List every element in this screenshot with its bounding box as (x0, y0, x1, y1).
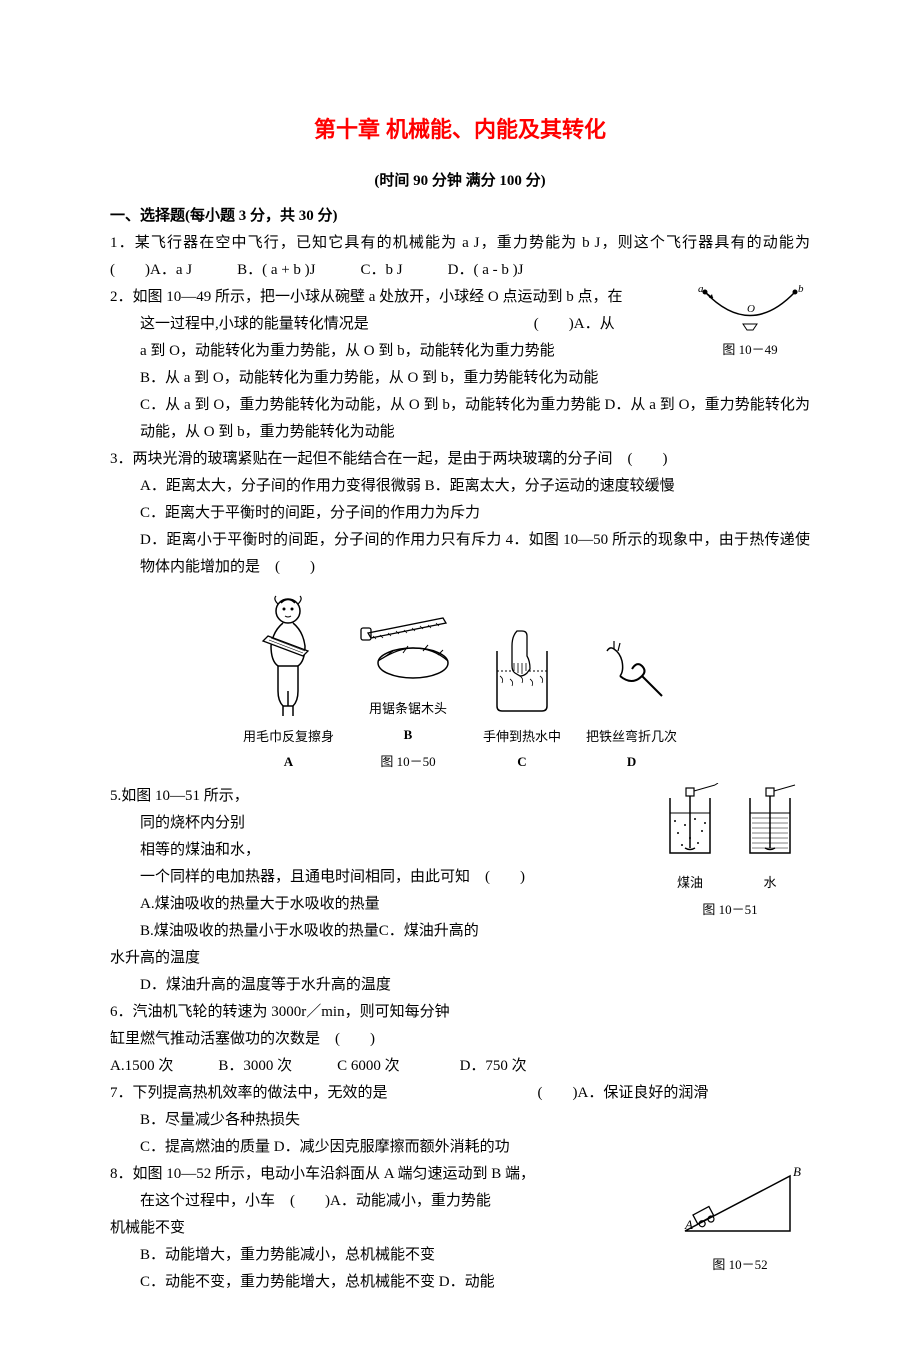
svg-text:a: a (698, 284, 704, 295)
exam-info: (时间 90 分钟 满分 100 分) (110, 168, 810, 195)
q6-line1: 6．汽油机飞轮的转速为 3000r／min，则可知每分钟 (110, 999, 810, 1026)
beaker-oil-label: 煤油 (660, 871, 720, 894)
q6-opts: A.1500 次 B．3000 次 C 6000 次 D．750 次 (110, 1053, 810, 1080)
q7-optCD: C．提高燃油的质量 D．减少因克服摩擦而额外消耗的功 (110, 1134, 810, 1161)
svg-text:B: B (793, 1164, 801, 1179)
fig50-b: 用锯条锯木头 B 图 10－50 (358, 593, 458, 773)
question-8-container: B A 图 10－52 8．如图 10—52 所示，电动小车沿斜面从 A 端匀速… (110, 1161, 810, 1296)
beaker-oil: 煤油 (660, 783, 720, 894)
figure-10-51: 煤油 水 图 10－51 (650, 783, 810, 921)
fig50-d-label: D (586, 750, 677, 773)
fig50-b-label: B (358, 723, 458, 746)
question-1: 1．某飞行器在空中飞行，已知它具有的机械能为 a J，重力势能为 b J，则这个… (110, 230, 810, 284)
fig50-a: 用毛巾反复擦身 A (243, 591, 334, 774)
q7-optB: B．尽量减少各种热损失 (110, 1107, 810, 1134)
beaker-water: 水 (740, 783, 800, 894)
q5-optBCc: 水升高的温度 (110, 945, 810, 972)
q2-optC: C．从 a 到 O，重力势能转化为动能，从 O 到 b，动能转化为重力势能 D．… (110, 392, 810, 446)
fig50-c: 手伸到热水中 C (482, 621, 562, 774)
section1-label: 一、选择题(每小题 3 分，共 30 分) (110, 208, 338, 224)
chapter-title: 第十章 机械能、内能及其转化 (110, 110, 810, 150)
fig50-b-caption: 用锯条锯木头 (358, 697, 458, 720)
q2-optB: B．从 a 到 O，动能转化为重力势能，从 O 到 b，重力势能转化为动能 (110, 365, 810, 392)
question-7: 7．下列提高热机效率的做法中，无效的是 ( )A．保证良好的润滑 (110, 1080, 810, 1107)
question-5-6-container: 煤油 水 图 10－51 5.如图 10—51 所示， 同的烧杯内分别 相等的煤… (110, 783, 810, 1053)
q6-line2: 缸里燃气推动活塞做功的次数是 ( ) (110, 1026, 810, 1053)
svg-text:O: O (747, 303, 755, 315)
q5-optD: D．煤油升高的温度等于水升高的温度 (110, 972, 810, 999)
svg-text:A: A (684, 1217, 693, 1232)
fig50-c-caption: 手伸到热水中 (482, 725, 562, 748)
figure-10-50-row: 用毛巾反复擦身 A 用锯条锯木头 B 图 10－50 手伸到热水中 C (110, 591, 810, 774)
fig-10-52-caption: 图 10－52 (670, 1253, 810, 1276)
q5-optBCa: B.煤油吸收的热量小于水吸收的热量C．煤油升高的 (110, 918, 810, 945)
svg-text:b: b (798, 284, 804, 295)
fig-10-51-caption: 图 10－51 (650, 898, 810, 921)
fig50-c-label: C (482, 750, 562, 773)
fig50-d: 把铁丝弯折几次 D (586, 621, 677, 774)
section-header: 一、选择题(每小题 3 分，共 30 分) (110, 203, 810, 230)
q5-p1: 5.如图 10—51 所示， (110, 788, 249, 804)
q3-optD: D．距离小于平衡时的间距，分子间的作用力只有斥力 4．如图 10—50 所示的现… (110, 527, 810, 581)
beaker-water-label: 水 (740, 871, 800, 894)
question-3: 3．两块光滑的玻璃紧贴在一起但不能结合在一起，是由于两块玻璃的分子间 ( ) (110, 446, 810, 473)
fig50-d-caption: 把铁丝弯折几次 (586, 725, 677, 748)
q3-optA: A．距离太大，分子间的作用力变得很微弱 B．距离太大，分子运动的速度较缓慢 (110, 473, 810, 500)
fig50-main-caption: 图 10－50 (358, 750, 458, 773)
fig-10-49-caption: 图 10－49 (690, 338, 810, 361)
q3-optC: C．距离大于平衡时的间距，分子间的作用力为斥力 (110, 500, 810, 527)
fig50-a-label: A (243, 750, 334, 773)
figure-10-49: a b O 图 10－49 (690, 284, 810, 361)
figure-10-52: B A 图 10－52 (670, 1161, 810, 1276)
question-2-container: a b O 图 10－49 2．如图 10—49 所示，把一小球从碗壁 a 处放… (110, 284, 810, 446)
fig50-a-caption: 用毛巾反复擦身 (243, 725, 334, 748)
